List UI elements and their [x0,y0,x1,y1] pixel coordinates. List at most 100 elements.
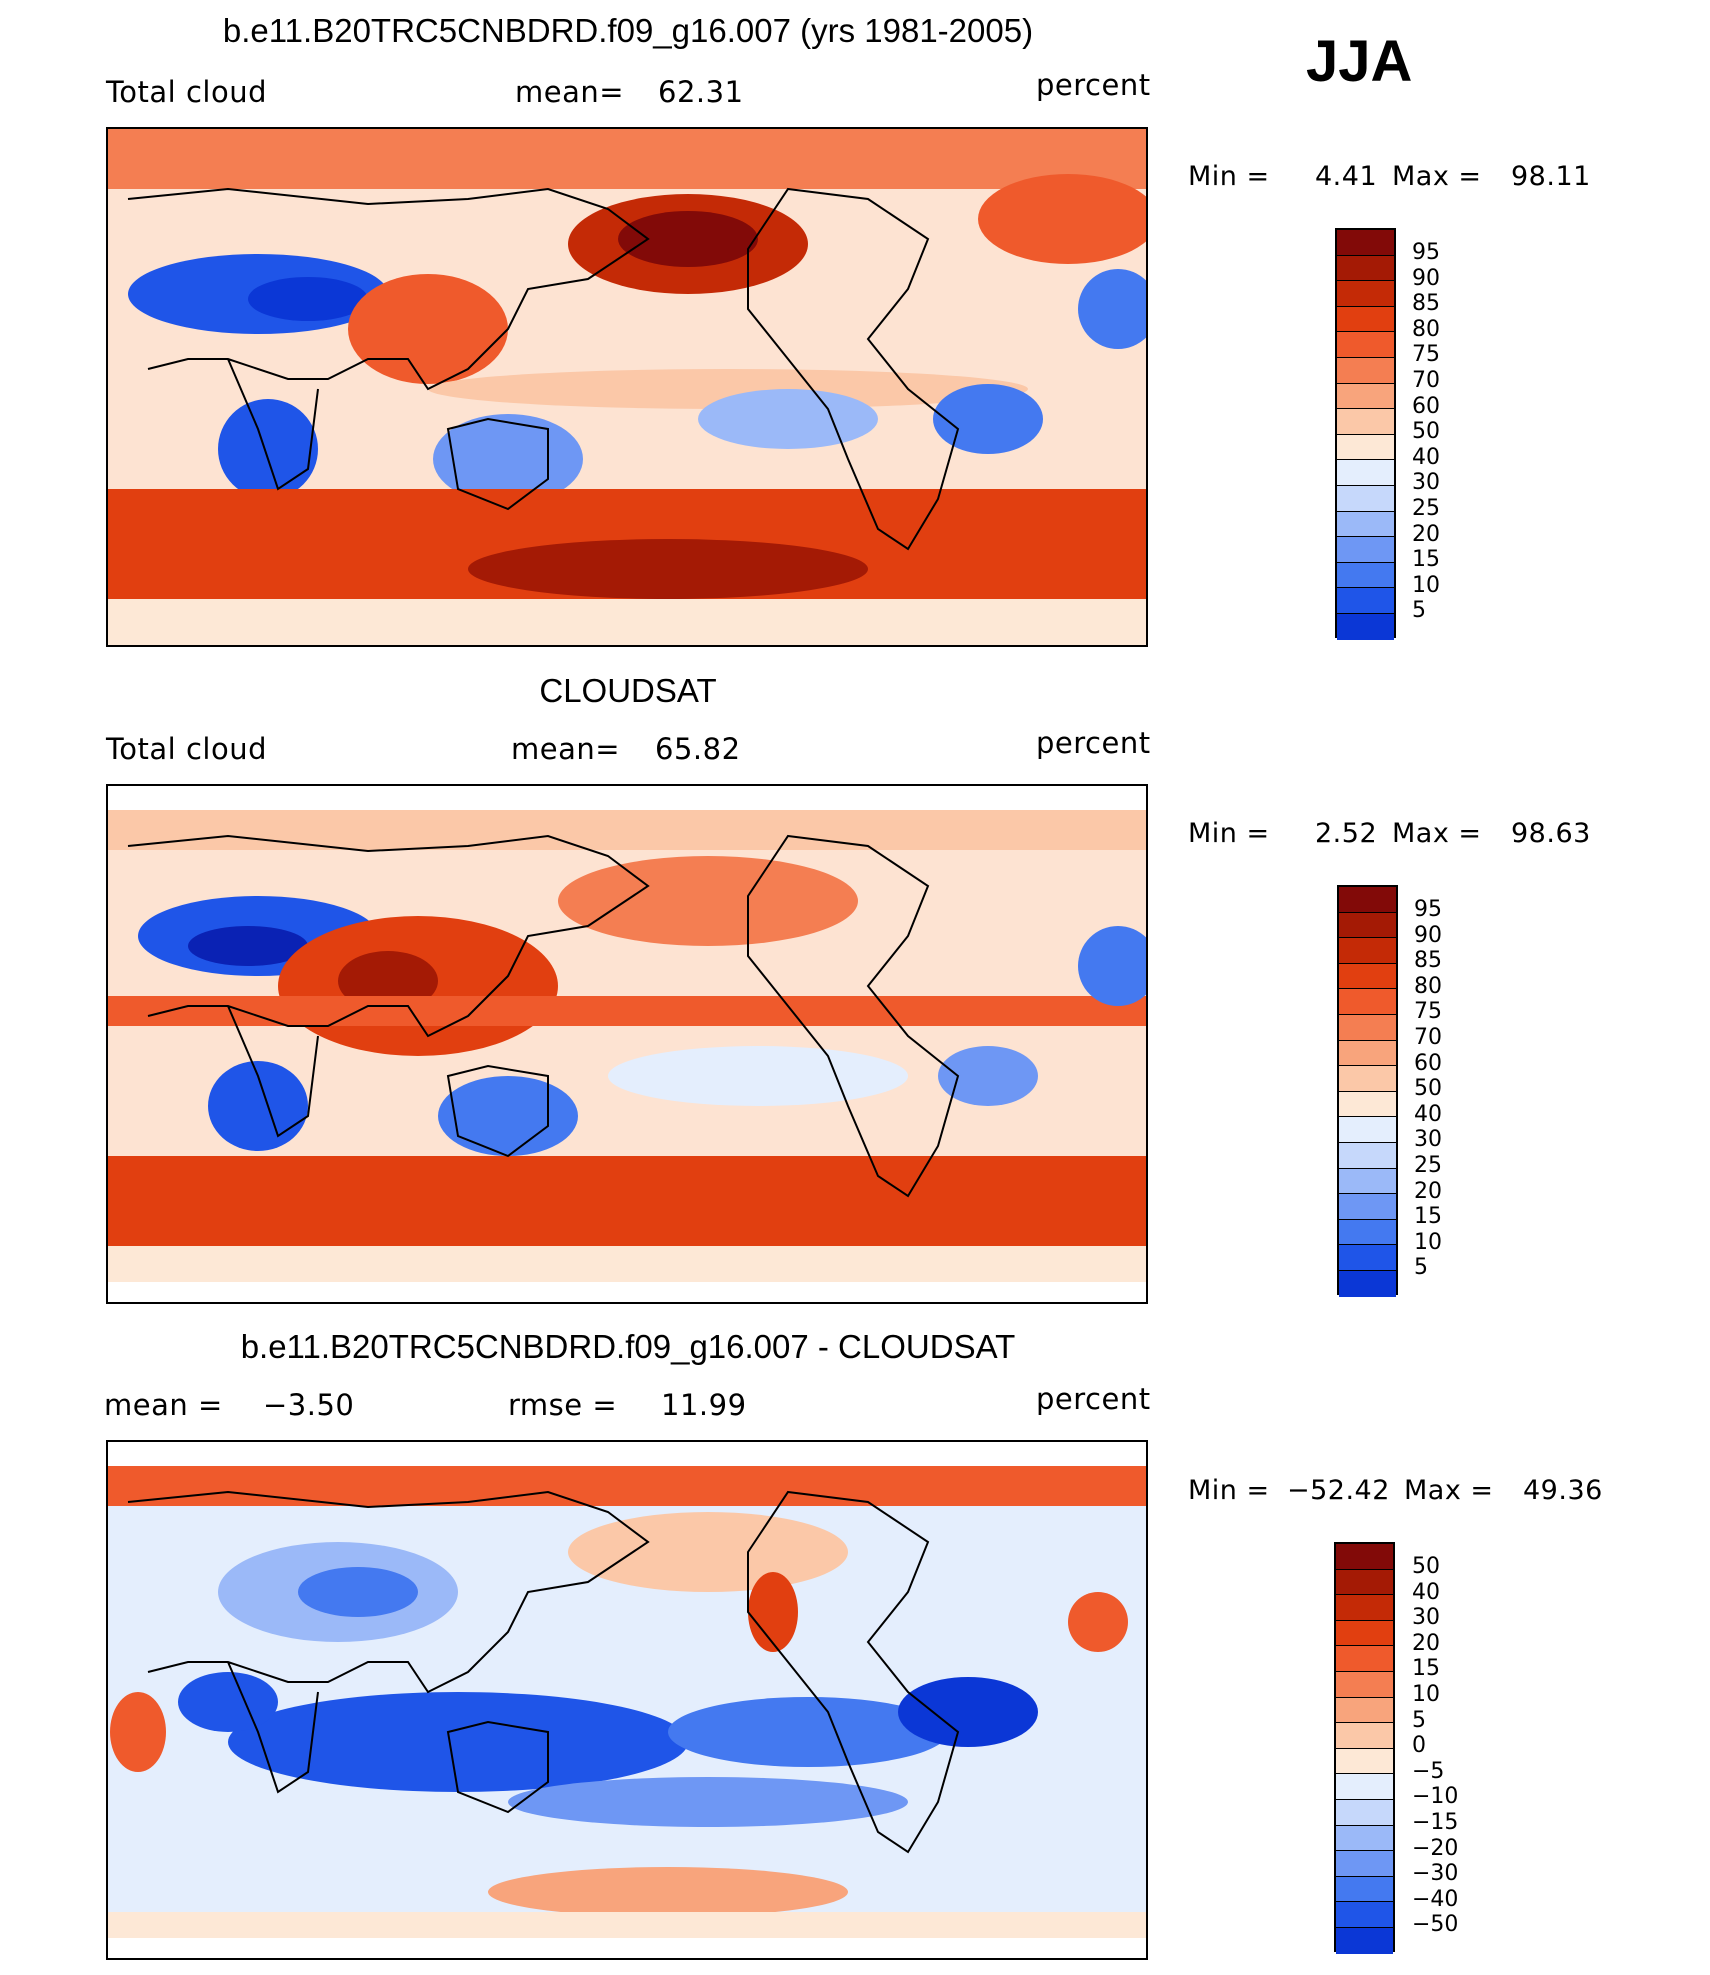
colorbar [1337,885,1398,1297]
colorbar-swatch [1337,357,1394,384]
colorbar-tick-label: 20 [1414,1178,1442,1204]
colorbar-tick-label: 80 [1412,316,1440,342]
colorbar-swatch [1336,1876,1393,1903]
colorbar-swatch [1339,1270,1396,1297]
cell-south-pacific-low [508,1777,908,1827]
colorbar-tick-label: −5 [1412,1758,1445,1784]
colorbar-tick-label: 40 [1412,444,1440,470]
units-label: percent [1036,1382,1151,1416]
cell-east-pacific-low [608,1046,908,1106]
colorbar-swatch [1336,1825,1393,1852]
cell-south-africa-low [218,399,318,499]
colorbar-tick-label: 15 [1414,1204,1442,1230]
map-model [106,127,1148,647]
cell-atlantic-hot [1068,1592,1128,1652]
colorbar-swatch [1337,588,1394,614]
colorbar-swatch [1336,1697,1393,1724]
cell-itcz [428,369,1028,409]
colorbar-swatch [1339,1142,1396,1169]
cell-east-pacific-low [668,1697,948,1767]
colorbar-tick-label: 90 [1414,922,1442,948]
colorbar-swatch [1337,306,1394,333]
colorbar-tick-label: 50 [1412,419,1440,445]
colorbar-swatch [1337,409,1394,435]
colorbar-tick-label: 30 [1412,1605,1440,1631]
min-label: Min = [1188,161,1270,192]
colorbar-swatch [1337,332,1394,358]
units-label: percent [1036,68,1151,102]
colorbar-tick-label: 5 [1412,598,1426,624]
colorbar-tick-label: 5 [1414,1255,1428,1281]
colorbar-tick-label: −10 [1412,1784,1459,1810]
variable-label: Total cloud [106,732,267,766]
cell-north-pacific-core [618,211,758,267]
colorbar [1334,1542,1395,1954]
colorbar-swatch [1339,912,1396,939]
colorbar-tick-label: 60 [1414,1050,1442,1076]
band-arctic [108,1466,1146,1506]
cell-sahara-core [188,926,308,966]
min-value: 4.41 [1315,161,1378,192]
band-antarctica [108,1912,1146,1938]
cell-asia-monsoon [348,274,508,384]
colorbar-swatch [1337,383,1394,410]
colorbar-tick-label: 15 [1412,547,1440,573]
panel-title: CLOUDSAT [539,672,717,709]
colorbar-tick-label: 90 [1412,265,1440,291]
colorbar-swatch [1339,1168,1396,1195]
mean-value: 65.82 [655,732,741,766]
colorbar-tick-label: 25 [1414,1153,1442,1178]
colorbar-swatch [1336,1569,1393,1596]
max-value: 98.63 [1511,818,1591,849]
colorbar-tick-label: 30 [1412,470,1440,496]
cell-australia-low [438,1076,578,1156]
colorbar-tick-label: 95 [1412,240,1440,265]
cell-southern-ocean-hot [488,1867,848,1917]
colorbar-swatch [1336,1927,1393,1954]
colorbar-swatch [1336,1671,1393,1698]
colorbar-swatch [1337,537,1394,563]
colorbar-swatch [1337,613,1394,640]
colorbar-swatch [1337,255,1394,282]
colorbar-swatch [1336,1544,1393,1570]
cell-north-pacific [558,856,858,946]
colorbar-swatch [1339,963,1396,990]
colorbar-tick-label: 15 [1412,1656,1440,1682]
min-value: −52.42 [1287,1475,1390,1506]
colorbar-tick-label: 20 [1412,521,1440,547]
coastline [127,187,960,551]
cell-africa-hot [110,1692,166,1772]
colorbar-swatch [1339,989,1396,1015]
colorbar-swatch [1337,230,1394,256]
colorbar-tick-label: 5 [1412,1707,1426,1733]
panel-title: b.e11.B20TRC5CNBDRD.f09_g16.007 - CLOUDS… [240,1328,1016,1365]
colorbar-swatch [1339,1091,1396,1118]
colorbar-tick-label: 40 [1414,1101,1442,1127]
cell-asia-core [298,1567,418,1617]
colorbar-swatch [1339,1117,1396,1143]
cell-atlantic-low [1078,926,1146,1006]
map-observation [106,784,1148,1304]
colorbar-tick-label: 20 [1412,1630,1440,1656]
coastline [127,834,960,1198]
colorbar-swatch [1339,887,1396,913]
cell-north-pacific [568,1512,848,1592]
max-label: Max = [1404,1475,1494,1506]
cell-south-america-low [933,384,1043,454]
band-arctic [108,129,1146,189]
colorbar-swatch [1339,1014,1396,1041]
cell-indian-ocean-low [228,1692,688,1792]
max-value: 49.36 [1523,1475,1603,1506]
colorbar-tick-label: 95 [1414,897,1442,922]
cell-north-atlantic [978,174,1146,264]
colorbar-tick-label: 50 [1414,1076,1442,1102]
cell-atlantic-low [1078,269,1146,349]
mean-value: 62.31 [658,75,744,109]
colorbar-swatch [1337,511,1394,538]
coastline [127,1490,960,1854]
cell-southern-ocean-core [468,539,868,599]
units-label: percent [1036,726,1151,760]
colorbar-tick-label: 10 [1412,572,1440,598]
colorbar-tick-label: 10 [1414,1229,1442,1255]
colorbar-tick-label: 85 [1414,948,1442,974]
